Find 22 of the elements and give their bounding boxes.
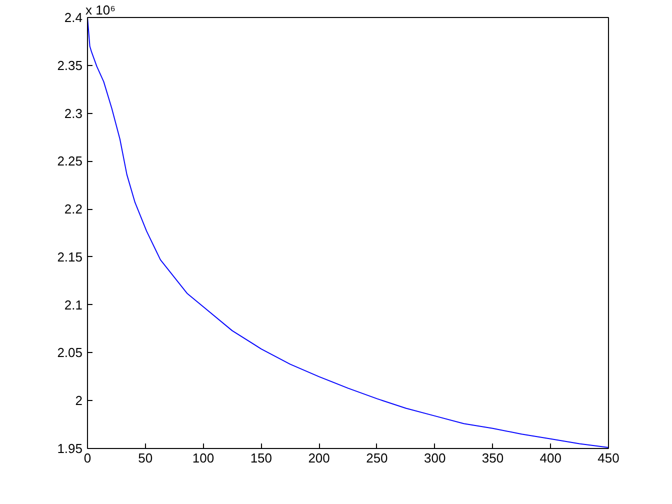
- x-tick-label: 400: [540, 450, 562, 466]
- y-tick-label: 2.25: [57, 154, 83, 169]
- text: x 10⁶: [86, 2, 116, 18]
- y-tick-label: 2.1: [64, 297, 83, 312]
- x-tick-label: 450: [598, 450, 620, 466]
- x-tick-label: 200: [308, 450, 330, 466]
- y-tick-label: 2.15: [57, 249, 83, 264]
- x-tick-label: 100: [192, 450, 214, 466]
- y-tick-label: 2: [75, 393, 83, 408]
- x-tick-label: 300: [424, 450, 446, 466]
- y-tick-label: 2.2: [64, 202, 83, 217]
- x-tick-label: 50: [138, 450, 153, 466]
- x-tick-label: 250: [366, 450, 388, 466]
- y-tick-label: 2.3: [64, 106, 83, 121]
- y-tick-label: 2.05: [57, 345, 83, 360]
- x-tick-label: 150: [250, 450, 272, 466]
- line-series: [88, 18, 608, 448]
- x-tick-label: 350: [482, 450, 504, 466]
- y-tick-label: 2.4: [64, 10, 83, 25]
- y-tick-label: 1.95: [57, 441, 83, 456]
- x-tick-label: 0: [84, 450, 92, 466]
- y-tick-label: 2.35: [57, 58, 83, 73]
